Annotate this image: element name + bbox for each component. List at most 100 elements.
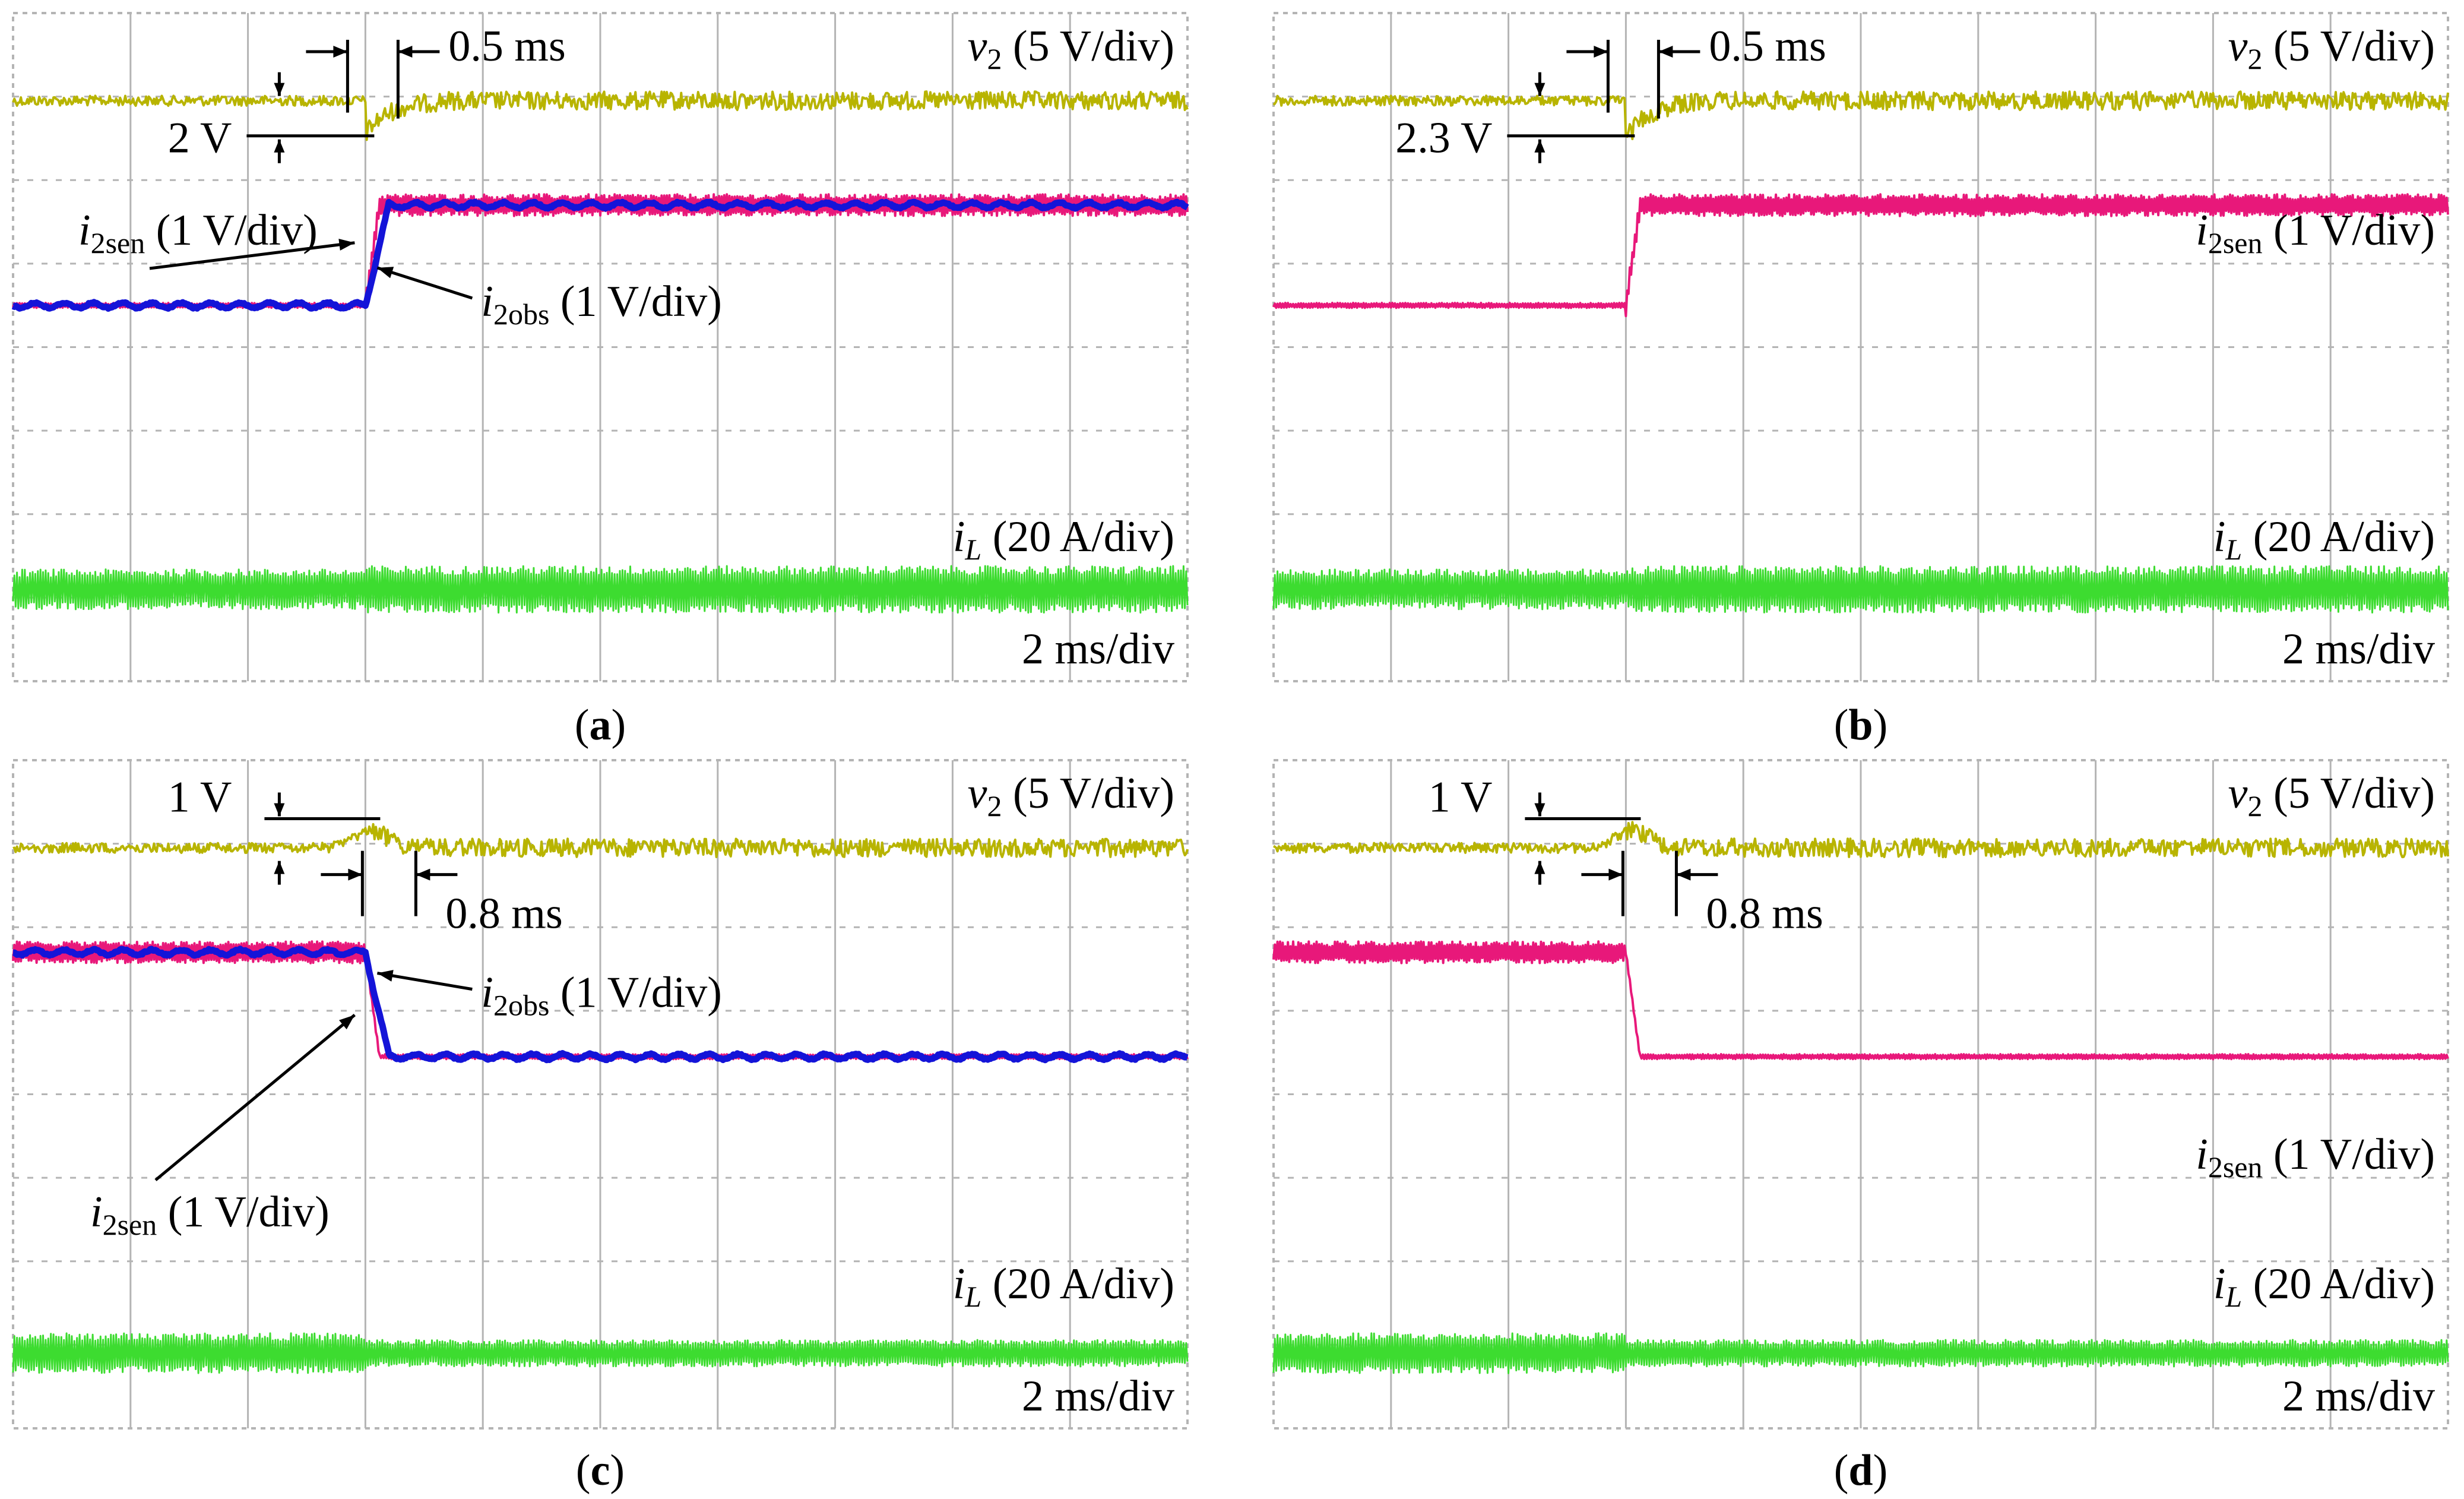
- label-v2-subscript: 2: [2247, 42, 2262, 75]
- callout-i2obs-subscript: 2obs: [493, 298, 549, 331]
- dv-arrow-up-head: [1534, 861, 1545, 874]
- dv-arrow-down-head: [274, 803, 285, 817]
- panel-caption: (b): [1834, 701, 1887, 750]
- dt-arrow-right-head: [398, 46, 413, 58]
- time-scale-label: 2 ms/div: [2282, 625, 2435, 673]
- callout-i2sen-scale: (1 V/div): [145, 206, 318, 255]
- panel-b: v2 (5 V/div) i L (20 A/div) 2 ms/div 0.5 ms 2…: [1272, 12, 2449, 682]
- trace-v2: [1272, 821, 2449, 859]
- label-v2: v2 (5 V/div): [968, 769, 1174, 823]
- label-i2sen-scale: (1 V/div): [2262, 206, 2435, 255]
- caption-letter: c: [591, 1446, 610, 1495]
- dt-arrow-left-head: [348, 868, 363, 881]
- panel-caption: (a): [575, 701, 626, 750]
- label-i2sen-symbol: i: [2196, 206, 2208, 255]
- label-iL: iL (20 A/div): [953, 1260, 1174, 1313]
- label-v2-scale: (5 V/div): [2262, 22, 2435, 71]
- label-v2-symbol: v: [2228, 769, 2248, 818]
- callout-i2obs-symbol: i: [481, 277, 493, 326]
- caption-paren-close: ): [610, 1446, 625, 1495]
- label-v2: v2 (5 V/div): [968, 22, 1174, 75]
- label-i2sen-subscript: 2sen: [2208, 1150, 2263, 1184]
- label-iL-symbol: i: [953, 513, 965, 561]
- trace-v2: [12, 90, 1189, 141]
- leader-i2obs-head: [377, 267, 394, 279]
- label-v2-scale: (5 V/div): [1002, 769, 1174, 818]
- trace-v2: [12, 823, 1189, 858]
- callout-i2sen-subscript: 2sen: [103, 1208, 157, 1241]
- label-v2: v2 (5 V/div): [2228, 769, 2435, 823]
- dv-arrow-up-head: [274, 139, 285, 153]
- annotations: [1507, 40, 1700, 163]
- panel-caption: (c): [576, 1446, 625, 1495]
- caption-paren-open: (: [576, 1446, 591, 1495]
- label-i2sen-scale: (1 V/div): [2262, 1130, 2435, 1179]
- leader-i2obs-head: [377, 970, 394, 982]
- leader-i2sen-head: [339, 1014, 355, 1030]
- dt-label: 0.8 ms: [445, 890, 562, 938]
- annotations: [154, 792, 473, 1181]
- dt-arrow-left-head: [333, 46, 348, 58]
- label-iL-subscript: L: [964, 533, 981, 566]
- dt-arrow-right-head: [416, 868, 430, 881]
- leader-i2sen: [154, 1013, 356, 1181]
- label-iL-subscript: L: [964, 1280, 981, 1313]
- callout-i2obs-scale: (1 V/div): [549, 277, 722, 326]
- label-iL-scale: (20 A/div): [2242, 1260, 2435, 1308]
- label-v2: v2 (5 V/div): [2228, 22, 2435, 75]
- caption-letter: d: [1848, 1446, 1873, 1495]
- dv-arrow-down-head: [1534, 803, 1545, 817]
- callout-i2obs: i2obs (1 V/div): [481, 277, 722, 331]
- caption-paren-close: ): [612, 701, 626, 750]
- dv-arrow-up-head: [1534, 139, 1545, 153]
- label-v2-symbol: v: [968, 769, 987, 818]
- callout-i2obs-subscript: 2obs: [493, 989, 549, 1022]
- leader-i2obs: [376, 972, 473, 991]
- callout-i2sen: i2sen (1 V/div): [90, 1188, 330, 1241]
- trace-i2obs: [11, 198, 1190, 312]
- leader-i2sen-head: [338, 239, 355, 251]
- time-scale-label: 2 ms/div: [2282, 1372, 2435, 1421]
- dv-arrow-down-head: [1534, 83, 1545, 96]
- caption-paren-open: (: [1834, 701, 1849, 750]
- time-scale-label: 2 ms/div: [1022, 625, 1174, 673]
- callout-i2sen-symbol: i: [78, 206, 91, 255]
- callout-i2sen-subscript: 2sen: [91, 226, 145, 260]
- label-iL: iL (20 A/div): [953, 513, 1174, 566]
- time-scale-label: 2 ms/div: [1022, 1372, 1174, 1421]
- label-v2-symbol: v: [2228, 22, 2248, 71]
- callout-i2sen: i2sen (1 V/div): [78, 206, 318, 260]
- callout-i2obs-scale: (1 V/div): [549, 969, 722, 1017]
- trace-iL: [1272, 565, 2449, 613]
- label-v2-symbol: v: [968, 22, 987, 71]
- dv-arrow-down-head: [274, 83, 285, 96]
- dt-arrow-left-head: [1594, 46, 1608, 58]
- label-v2-subscript: 2: [987, 789, 1002, 823]
- label-iL-symbol: i: [953, 1260, 965, 1308]
- label-iL-scale: (20 A/div): [2242, 513, 2435, 561]
- label-i2sen: i2sen (1 V/div): [2196, 1130, 2435, 1184]
- leader-i2sen: [149, 241, 355, 270]
- dv-label: 2.3 V: [1395, 114, 1492, 163]
- dt-label: 0.8 ms: [1706, 890, 1823, 938]
- annotations: [149, 40, 473, 300]
- dt-label: 0.5 ms: [1709, 22, 1826, 71]
- label-i2sen-symbol: i: [2196, 1130, 2208, 1179]
- trace-v2: [1272, 90, 2449, 140]
- callout-i2sen-symbol: i: [90, 1188, 103, 1236]
- label-v2-subscript: 2: [2247, 789, 2262, 823]
- panel-caption: (d): [1834, 1446, 1887, 1495]
- trace-iL: [12, 1332, 1189, 1374]
- dt-arrow-right-head: [1676, 868, 1691, 881]
- label-v2-scale: (5 V/div): [2262, 769, 2435, 818]
- label-iL-subscript: L: [2225, 533, 2242, 566]
- dv-label: 2 V: [168, 114, 232, 163]
- label-v2-subscript: 2: [987, 42, 1002, 75]
- label-iL-subscript: L: [2225, 1280, 2242, 1313]
- caption-paren-open: (: [1834, 1446, 1849, 1495]
- trace-i2obs: [11, 945, 1190, 1064]
- trace-i2sen: [1272, 193, 2449, 318]
